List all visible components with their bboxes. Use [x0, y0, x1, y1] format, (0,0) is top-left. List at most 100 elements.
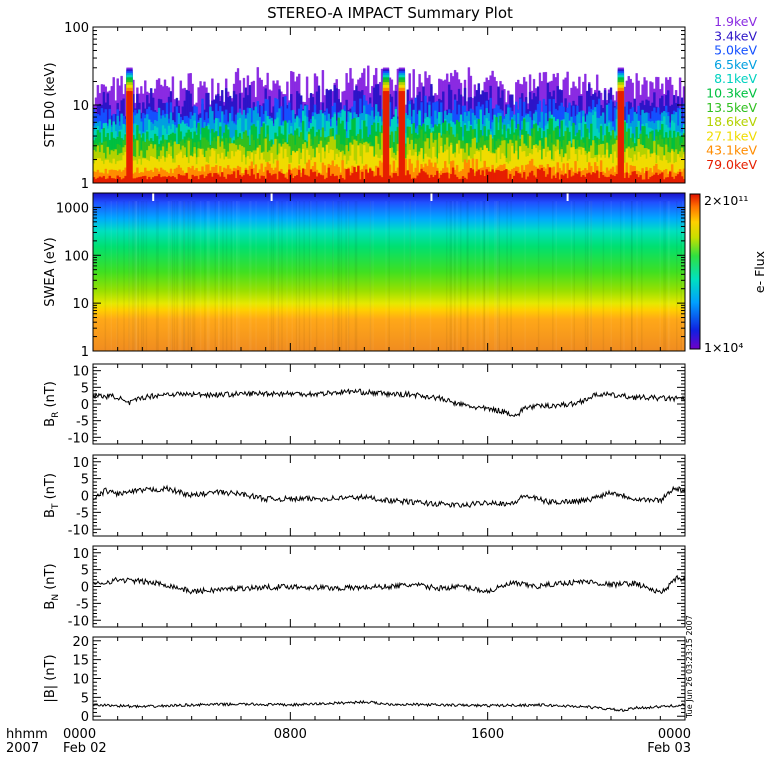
swea-stripe	[487, 201, 489, 351]
swea-stripe	[584, 201, 587, 351]
br-tick-label: -5	[76, 415, 89, 430]
swea-stripe	[495, 201, 498, 351]
bn-tick-label: 0	[81, 581, 89, 596]
swea-stripe	[409, 201, 411, 351]
swea-stripe	[180, 201, 182, 351]
swea-stripe	[483, 201, 486, 351]
swea-stripe	[230, 201, 233, 351]
swea-stripe	[510, 201, 512, 351]
swea-stripe	[663, 201, 665, 351]
swea-stripe	[332, 201, 334, 351]
swea-stripe	[681, 201, 684, 351]
swea-stripe	[104, 201, 107, 351]
br-tick-label: 0	[81, 398, 89, 413]
swea-stripe	[222, 201, 224, 351]
time-row-label-year: 2007	[6, 741, 39, 756]
swea-stripe	[277, 201, 280, 351]
swea-stripe	[276, 201, 278, 351]
swea-stripe	[664, 201, 667, 351]
swea-stripe	[206, 201, 209, 351]
swea-stripe	[668, 201, 671, 351]
swea-stripe	[298, 201, 301, 351]
swea-stripe	[128, 201, 131, 351]
swea-stripe	[192, 201, 194, 351]
swea-stripe	[483, 201, 485, 351]
ste-legend-27.1keV: 27.1keV	[706, 128, 757, 143]
ste-ylabel: STE D0 (keV)	[43, 62, 58, 147]
swea-stripe	[308, 201, 311, 351]
bt-tick-label: -10	[68, 523, 89, 538]
swea-stripe	[347, 201, 350, 351]
swea-stripe	[189, 201, 192, 351]
plot-title: STEREO-A IMPACT Summary Plot	[267, 4, 513, 22]
swea-stripe	[552, 201, 554, 351]
swea-stripe	[295, 201, 298, 351]
swea-stripe	[372, 201, 374, 351]
swea-stripe	[214, 201, 217, 351]
bmag-tick-label: 15	[72, 654, 89, 669]
swea-gap	[270, 193, 273, 201]
br-tick-label: 10	[72, 365, 89, 380]
swea-gap	[566, 193, 569, 201]
swea-stripe	[429, 201, 432, 351]
ste-tick-label: 1	[81, 177, 89, 192]
bmag-tick-label: 0	[81, 710, 89, 725]
swea-stripe	[524, 201, 526, 351]
ste-tick-label: 100	[64, 21, 89, 36]
swea-stripe	[589, 201, 591, 351]
time-date-label: Feb 03	[647, 741, 691, 756]
swea-stripe	[537, 201, 540, 351]
bt-line	[92, 484, 686, 509]
swea-stripe	[636, 201, 638, 351]
swea-stripe	[485, 201, 487, 351]
swea-stripe	[140, 201, 143, 351]
swea-stripe	[345, 201, 347, 351]
swea-stripe	[467, 201, 469, 351]
swea-stripe	[641, 201, 643, 351]
swea-stripe	[225, 201, 228, 351]
swea-stripe	[168, 201, 171, 351]
swea-stripe	[414, 201, 417, 351]
swea-stripe	[310, 201, 312, 351]
swea-stripe	[267, 201, 269, 351]
swea-stripe	[449, 201, 452, 351]
bt-tick-label: 5	[81, 473, 89, 488]
colorbar-max-label: 2×10¹¹	[704, 193, 748, 208]
time-label: 0800	[274, 727, 307, 742]
swea-stripe	[354, 201, 357, 351]
bmag-line	[92, 699, 686, 712]
swea-stripe	[236, 201, 238, 351]
bt-tick-label: 10	[72, 456, 89, 471]
swea-stripe	[347, 201, 349, 351]
swea-stripe	[454, 201, 456, 351]
ste-legend-10.3keV: 10.3keV	[706, 86, 757, 101]
swea-stripe	[208, 201, 211, 351]
swea-stripe	[659, 201, 661, 351]
swea-stripe	[238, 201, 240, 351]
swea-stripe	[496, 201, 498, 351]
swea-stripe	[451, 201, 454, 351]
swea-stripe	[445, 201, 448, 351]
swea-stripe	[409, 201, 412, 351]
swea-stripe	[355, 201, 358, 351]
swea-tick-label: 100	[64, 249, 89, 264]
ste-legend-79.0keV: 79.0keV	[706, 157, 757, 172]
swea-stripe	[570, 201, 573, 351]
colorbar-min-label: 1×10⁴	[704, 340, 743, 355]
time-label: 0000	[658, 727, 691, 742]
bt-tick-label: 0	[81, 490, 89, 505]
swea-stripe	[586, 201, 589, 351]
bn-ylabel: BN (nT)	[43, 563, 61, 609]
swea-stripe	[137, 201, 140, 351]
swea-stripe	[134, 201, 136, 351]
ste-legend-6.5keV: 6.5keV	[714, 57, 757, 72]
swea-stripe	[388, 201, 390, 351]
ste-tick-label: 10	[72, 99, 89, 114]
swea-stripe	[110, 201, 113, 351]
swea-stripe	[157, 201, 159, 351]
bt-ylabel: BT (nT)	[43, 473, 61, 518]
swea-stripe	[132, 201, 134, 351]
swea-stripe	[450, 201, 453, 351]
timestamp-label: Tue Jun 26 03:23:15 2007	[685, 615, 694, 719]
